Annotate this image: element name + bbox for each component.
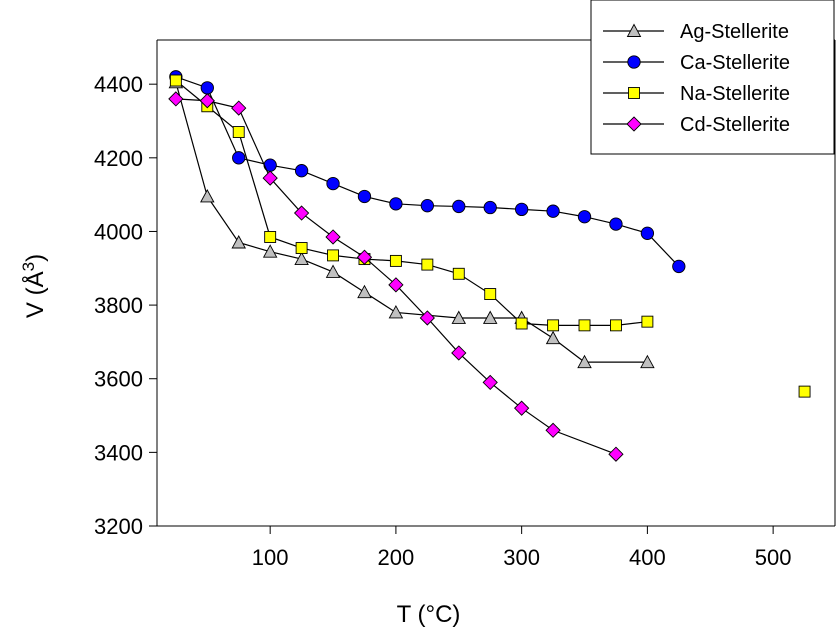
series-cd-stellerite <box>168 91 624 462</box>
data-point <box>356 249 373 265</box>
series-na-stellerite <box>169 74 811 398</box>
data-point <box>200 81 214 95</box>
data-point <box>264 231 277 243</box>
data-point <box>482 310 498 324</box>
data-point <box>546 204 560 218</box>
data-point <box>484 288 497 300</box>
data-point <box>327 249 339 262</box>
data-point <box>421 258 434 271</box>
data-point <box>294 164 309 178</box>
data-point <box>325 264 341 278</box>
series-line <box>175 80 648 326</box>
legend-label: Ag-Stellerite <box>680 21 789 43</box>
legend: Ag-Stellerite Ca-Stellerite Na-Stellerite C… <box>590 0 835 155</box>
legend-marker <box>628 87 640 99</box>
data-point <box>295 242 308 254</box>
data-point <box>262 170 278 186</box>
data-point <box>451 310 467 324</box>
data-point <box>199 93 215 109</box>
series-line <box>175 98 617 455</box>
data-point <box>389 254 402 267</box>
x-axis-title: T (°C) <box>397 601 461 628</box>
data-point <box>231 100 247 116</box>
data-point <box>672 259 686 274</box>
data-point <box>640 354 655 369</box>
y-tick-label: 3800 <box>94 293 143 318</box>
data-point <box>169 74 182 87</box>
data-point <box>200 189 215 203</box>
y-axis-title-superscript: 3 <box>19 262 38 271</box>
data-point <box>231 235 246 249</box>
x-tick-label: 400 <box>629 545 666 570</box>
data-point <box>420 199 434 213</box>
data-point <box>482 374 498 391</box>
data-point <box>451 345 467 361</box>
data-point <box>515 317 528 330</box>
y-tick-label: 4400 <box>94 72 143 97</box>
data-point <box>294 251 309 266</box>
y-tick-label: 4200 <box>94 146 143 171</box>
data-point <box>514 202 529 217</box>
data-point <box>545 422 561 438</box>
series-line <box>175 82 648 363</box>
legend-marker <box>626 116 642 132</box>
data-point <box>357 189 372 204</box>
y-tick-label: 3200 <box>94 514 143 539</box>
data-point <box>608 446 624 462</box>
y-axis-title-end: ) <box>22 254 49 262</box>
legend-marker <box>627 55 641 69</box>
x-tick-label: 500 <box>755 545 792 570</box>
data-point <box>641 315 654 328</box>
data-point <box>325 229 341 245</box>
data-point <box>389 197 403 211</box>
data-point <box>798 385 811 398</box>
x-tick-label: 300 <box>503 545 540 570</box>
data-point <box>168 91 184 107</box>
data-point <box>514 400 530 416</box>
data-point <box>577 210 592 224</box>
axis-labels: T (°C) V (Å3) <box>19 254 461 628</box>
y-tick-label: 3400 <box>94 440 143 465</box>
legend-label: Cd-Stellerite <box>680 114 790 136</box>
data-point <box>452 199 466 214</box>
data-point <box>388 277 404 293</box>
legend-label: Ca-Stellerite <box>680 52 790 74</box>
data-point <box>232 126 245 138</box>
y-axis-title-main: V (Å <box>21 271 49 318</box>
data-point <box>483 200 497 215</box>
data-point <box>640 226 655 240</box>
data-point <box>293 205 310 221</box>
data-point <box>577 354 592 369</box>
x-tick-label: 200 <box>378 545 415 570</box>
data-point <box>547 319 560 332</box>
data-point <box>452 267 465 280</box>
data-point <box>578 319 591 332</box>
y-axis-title: V (Å3) <box>19 254 50 318</box>
data-point <box>232 151 246 165</box>
data-point <box>609 217 623 231</box>
y-tick-label: 3600 <box>94 367 143 392</box>
data-point <box>326 176 340 191</box>
data-point <box>545 330 561 345</box>
axes: 3200 3400 3600 3800 4000 4200 4400 100 200 300 400… <box>94 39 836 570</box>
data-point <box>610 319 622 332</box>
data-point <box>357 284 372 299</box>
legend-marker <box>626 23 642 37</box>
data-point <box>262 244 278 258</box>
data-point <box>388 305 404 319</box>
legend-label: Na-Stellerite <box>680 83 790 105</box>
x-tick-label: 100 <box>252 545 289 570</box>
data-point <box>419 310 435 326</box>
series-group <box>168 70 811 462</box>
y-tick-label: 4000 <box>94 219 143 244</box>
